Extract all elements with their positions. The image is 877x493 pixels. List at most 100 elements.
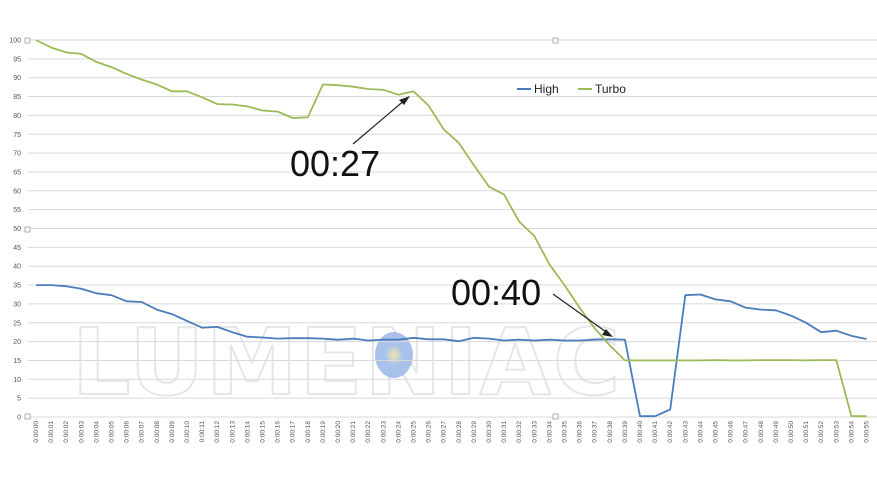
x-tick-label: 0:00:13: [229, 421, 236, 443]
x-tick-label: 0:00:22: [365, 421, 372, 443]
x-tick-label: 0:00:30: [486, 421, 493, 443]
y-tick-label: 65: [13, 169, 21, 176]
x-tick-label: 0:00:48: [758, 421, 765, 443]
annotation-1-arrow: [352, 98, 407, 145]
x-tick-label: 0:00:32: [516, 421, 523, 443]
series-lines: [35, 39, 867, 418]
gridlines: [28, 39, 877, 418]
x-tick-label: 0:00:00: [33, 421, 40, 443]
x-tick-label: 0:00:45: [713, 421, 720, 443]
legend-label-high: High: [534, 82, 559, 96]
x-tick-label: 0:00:08: [154, 421, 161, 443]
y-tick-label: 85: [13, 94, 21, 101]
x-tick-label: 0:00:34: [546, 421, 553, 443]
x-tick-label: 0:00:25: [411, 421, 418, 443]
handle-top-center: [552, 37, 559, 44]
x-tick-label: 0:00:43: [682, 421, 689, 443]
x-tick-label: 0:00:17: [290, 421, 297, 443]
x-tick-label: 0:00:46: [728, 421, 735, 443]
x-tick-label: 0:00:01: [48, 421, 55, 443]
x-tick-label: 0:00:44: [697, 421, 704, 443]
x-tick-label: 0:00:52: [818, 421, 825, 443]
x-tick-label: 0:00:09: [169, 421, 176, 443]
x-tick-label: 0:00:33: [531, 421, 538, 443]
x-tick-label: 0:00:10: [184, 421, 191, 443]
x-tick-label: 0:00:47: [743, 421, 750, 443]
y-tick-label: 5: [17, 396, 21, 403]
y-tick-label: 50: [13, 226, 21, 233]
y-tick-label: 100: [9, 38, 21, 45]
x-tick-label: 0:00:36: [577, 421, 584, 443]
x-tick-label: 0:00:42: [667, 421, 674, 443]
y-tick-label: 20: [13, 339, 21, 346]
x-tick-label: 0:00:38: [607, 421, 614, 443]
series-line-high: [36, 284, 867, 418]
x-tick-label: 0:00:05: [109, 421, 116, 443]
y-tick-label: 60: [13, 188, 21, 195]
x-tick-label: 0:00:12: [214, 421, 221, 443]
annotation-1-arrowhead: [399, 96, 410, 105]
y-tick-label: 10: [13, 377, 21, 384]
y-tick-label: 30: [13, 301, 21, 308]
watermark-logo-glow: [375, 332, 413, 378]
x-tick-label: 0:00:18: [305, 421, 312, 443]
annotation-2-arrowhead: [602, 329, 613, 337]
x-tick-label: 0:00:16: [275, 421, 282, 443]
x-tick-label: 0:00:03: [78, 421, 85, 443]
x-tick-label: 0:00:39: [622, 421, 629, 443]
y-tick-label: 0: [17, 415, 21, 422]
x-tick-label: 0:00:35: [562, 421, 569, 443]
annotation-1: 00:27: [290, 96, 410, 184]
x-tick-label: 0:00:54: [848, 421, 855, 443]
y-tick-label: 90: [13, 75, 21, 82]
handle-bottom-left: [24, 413, 31, 420]
x-tick-label: 0:00:27: [441, 421, 448, 443]
x-tick-label: 0:00:29: [471, 421, 478, 443]
x-tick-label: 0:00:02: [63, 421, 70, 443]
x-tick-label: 0:00:26: [426, 421, 433, 443]
x-tick-label: 0:00:41: [652, 421, 659, 443]
annotation-2: 00:40: [451, 272, 613, 337]
y-tick-label: 70: [13, 151, 21, 158]
x-tick-label: 0:00:51: [803, 421, 810, 443]
y-tick-label: 15: [13, 358, 21, 365]
watermark: LUMENIAC: [71, 308, 622, 417]
x-tick-label: 0:00:31: [501, 421, 508, 443]
x-tick-label: 0:00:14: [244, 421, 251, 443]
y-tick-label: 55: [13, 207, 21, 214]
x-axis-ticks: 0:00:00 0:00:01 0:00:02 0:00:03 0:00:04 0:00:…: [33, 421, 871, 443]
x-tick-label: 0:00:40: [637, 421, 644, 443]
x-tick-label: 0:00:23: [380, 421, 387, 443]
series-line-turbo: [35, 39, 867, 418]
x-tick-label: 0:00:55: [864, 421, 871, 443]
y-tick-label: 45: [13, 245, 21, 252]
x-tick-label: 0:00:06: [124, 421, 131, 443]
x-tick-label: 0:00:04: [93, 421, 100, 443]
x-tick-label: 0:00:15: [260, 421, 267, 443]
y-tick-label: 40: [13, 264, 21, 271]
handle-left-mid: [24, 226, 31, 233]
legend-label-turbo: Turbo: [595, 82, 626, 96]
legend: High Turbo: [517, 82, 626, 96]
x-tick-label: 0:00:07: [139, 421, 146, 443]
y-tick-label: 35: [13, 283, 21, 290]
x-tick-label: 0:00:20: [335, 421, 342, 443]
x-tick-label: 0:00:28: [456, 421, 463, 443]
x-tick-label: 0:00:11: [199, 421, 206, 443]
x-tick-label: 0:00:49: [773, 421, 780, 443]
y-axis-ticks: 0 5 10 15 20 25 30 35 40 45 50 55 60 65 70 75 80 85 90 95 10…: [9, 38, 21, 422]
annotation-1-text: 00:27: [290, 143, 380, 184]
x-tick-label: 0:00:19: [320, 421, 327, 443]
x-tick-label: 0:00:53: [833, 421, 840, 443]
watermark-text: LUMENIAC: [72, 309, 622, 416]
annotation-2-text: 00:40: [451, 272, 541, 313]
x-tick-label: 0:00:37: [592, 421, 599, 443]
handle-top-left: [24, 37, 31, 44]
y-tick-label: 75: [13, 132, 21, 139]
x-tick-label: 0:00:21: [350, 421, 357, 443]
y-tick-label: 25: [13, 320, 21, 327]
y-tick-label: 95: [13, 56, 21, 63]
annotation-2-arrow: [552, 293, 610, 335]
x-tick-label: 0:00:50: [788, 421, 795, 443]
